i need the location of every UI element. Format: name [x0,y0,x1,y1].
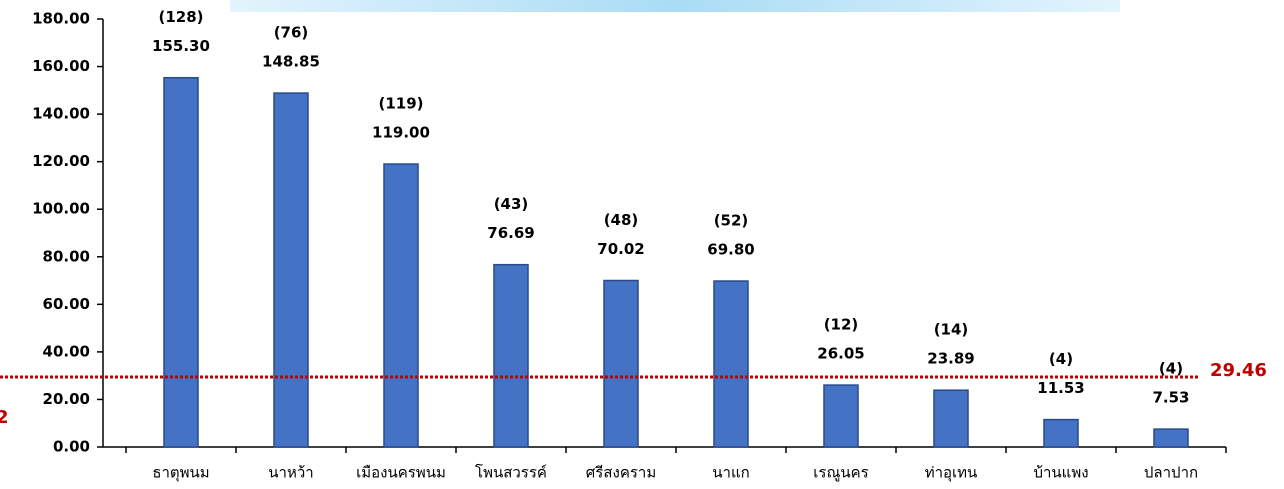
x-tick-label: นาแก [712,464,749,482]
count-label: (52) [714,212,749,230]
banner [230,0,1120,12]
y-tick-label: 160.00 [32,57,90,75]
x-tick-label: ปลาปาก [1144,464,1198,482]
bar [603,279,639,448]
value-label: 148.85 [262,53,320,71]
y-tick-label: 0.00 [53,438,90,456]
value-label: 7.53 [1152,389,1189,407]
count-label: (14) [934,321,969,339]
x-tick-label: ท่าอุเทน [925,464,978,483]
value-label: 26.05 [817,345,864,363]
y-tick-label: 140.00 [32,105,90,123]
bar [1153,428,1189,448]
y-tick-label: 100.00 [32,200,90,218]
x-tick-label: นาหว้า [268,464,313,482]
count-label: (4) [1049,350,1073,368]
x-tick-label: โพนสวรรค์ [475,464,547,482]
value-label: 119.00 [372,124,430,142]
bar [823,384,859,448]
bar [493,263,529,448]
y-tick-label: 20.00 [43,390,90,408]
value-label: 70.02 [597,240,644,258]
value-label: 155.30 [152,37,210,55]
value-label: 23.89 [927,350,974,368]
x-tick-label: บ้านแพง [1033,464,1088,482]
y-tick-label: 120.00 [32,152,90,170]
y-tick-label: 180.00 [32,10,90,28]
count-label: (76) [274,24,309,42]
x-tick-label: ศรีสงคราม [586,464,656,482]
bar [713,280,749,448]
x-tick-label: ธาตุพนม [152,464,209,483]
bar [273,92,309,448]
count-label: (119) [378,95,423,113]
y-tick-label: 80.00 [43,247,90,265]
bar [1043,418,1079,448]
left-label: 2 [0,407,9,428]
y-tick-label: 40.00 [43,342,90,360]
value-label: 11.53 [1037,379,1084,397]
count-label: (43) [494,195,529,213]
count-label: (4) [1159,360,1183,378]
value-label: 76.69 [487,224,534,242]
count-label: (12) [824,316,859,334]
x-tick-label: เมืองนครพนม [356,464,446,482]
count-label: (48) [604,211,639,229]
value-label: 69.80 [707,241,754,259]
y-tick-label: 60.00 [43,295,90,313]
bar [383,163,419,448]
x-tick-label: เรณูนคร [813,464,868,482]
bar [933,389,969,448]
reference-label: 29.46 [1210,360,1267,381]
count-label: (128) [158,8,203,26]
bar [163,76,199,448]
